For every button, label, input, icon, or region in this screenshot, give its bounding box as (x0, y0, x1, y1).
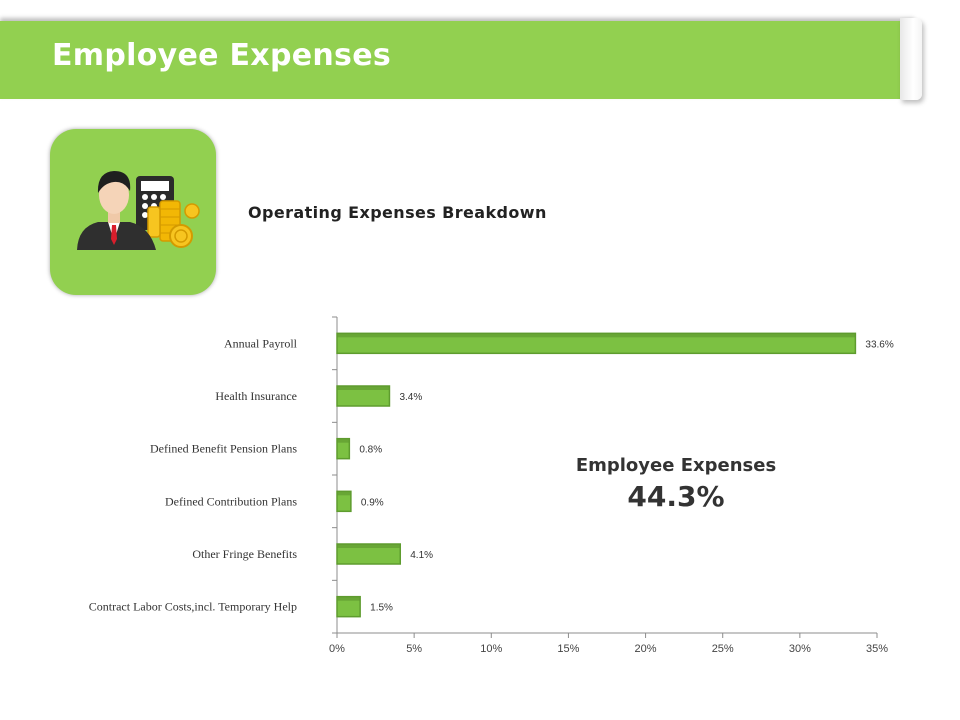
category-label: Health Insurance (215, 389, 297, 403)
bar-top-shade (337, 491, 351, 496)
data-label: 0.8% (359, 445, 382, 456)
page-title: Employee Expenses (52, 38, 391, 73)
data-label: 1.5% (370, 603, 393, 614)
bar-top-shade (337, 333, 856, 338)
data-label: 4.1% (410, 550, 433, 561)
banner-tab-decoration (900, 18, 922, 100)
x-tick-label: 0% (329, 643, 345, 655)
category-label: Defined Benefit Pension Plans (150, 442, 297, 456)
bar-5 (336, 595, 361, 618)
data-label: 33.6% (865, 339, 893, 350)
bar-top-shade (337, 544, 401, 548)
x-tick-label: 10% (480, 643, 502, 655)
x-tick-label: 5% (406, 643, 422, 655)
data-label: 0.9% (361, 497, 384, 508)
bar-top-shade (337, 386, 390, 390)
x-tick-label: 35% (866, 643, 888, 655)
title-banner (0, 21, 914, 99)
x-tick-label: 20% (635, 643, 657, 655)
x-tick-label: 25% (712, 643, 734, 655)
employee-expense-icon-tile (50, 129, 216, 295)
businessman-calculator-icon (77, 171, 200, 250)
category-label: Contract Labor Costs,incl. Temporary Hel… (89, 600, 297, 614)
summary-value: 44.3% (627, 480, 725, 513)
x-tick-label: 30% (789, 643, 811, 655)
bar-top-shade (337, 438, 350, 443)
x-tick-label: 15% (557, 643, 579, 655)
summary-label: Employee Expenses (575, 455, 777, 476)
bar-top-shade (337, 596, 361, 601)
category-label: Other Fringe Benefits (192, 547, 297, 561)
chart-subtitle: Operating Expenses Breakdown (248, 203, 547, 222)
bar-3 (336, 490, 352, 513)
expenses-bar-chart: 0% 5% 10% 15% 20% 25% 30% 35% Annual Payroll 33.6… (89, 316, 894, 655)
category-label: Defined Contribution Plans (165, 494, 297, 508)
category-label: Annual Payroll (224, 336, 298, 350)
data-label: 3.4% (399, 392, 422, 403)
